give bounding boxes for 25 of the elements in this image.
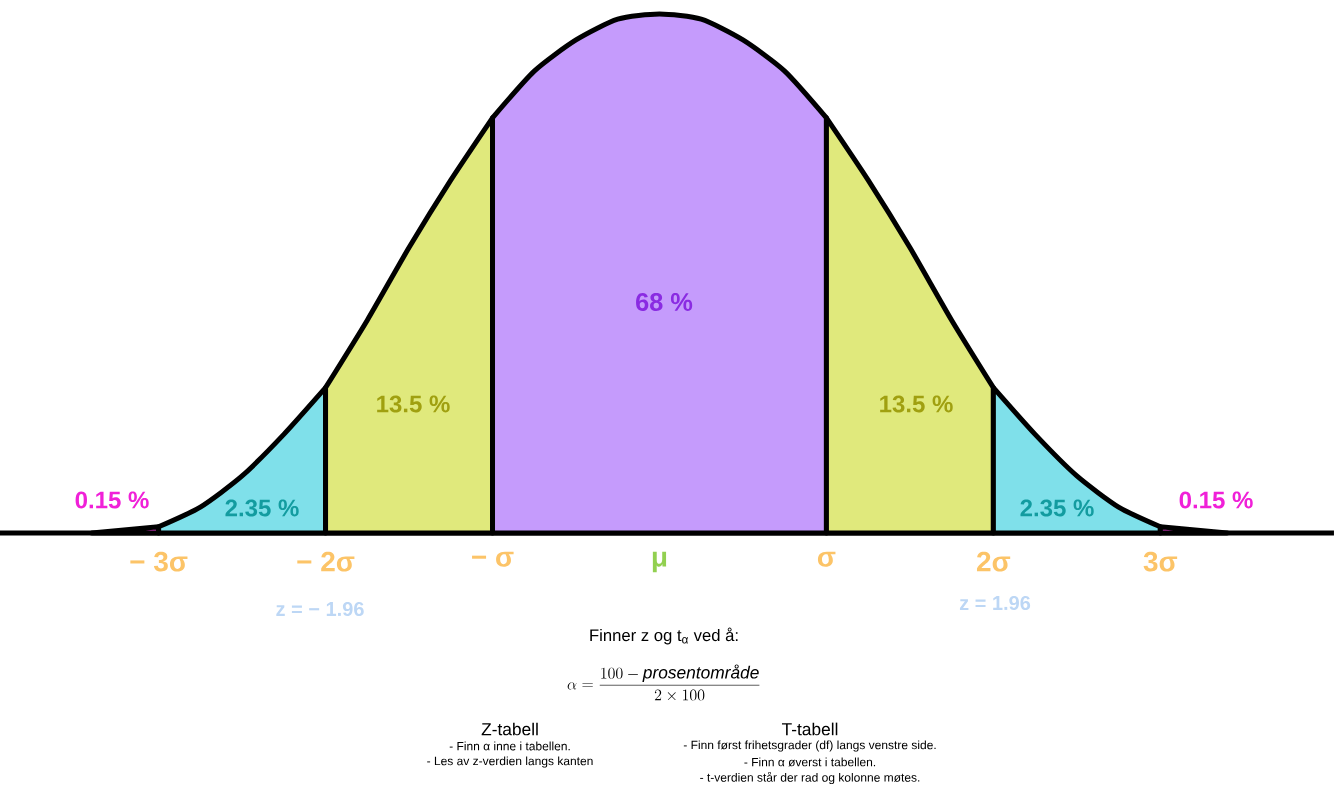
- annotation: 0.15 %: [1179, 491, 1253, 509]
- x-tick-label: 2σ: [976, 551, 1011, 572]
- text: - Finn α inne i tabellen.: [449, 741, 570, 751]
- text: - t-verdien står der rad og kolonne møtes.: [700, 771, 920, 785]
- annotation: 13.5 %: [377, 395, 450, 413]
- text: $\alpha = \frac{100 - \textit{prosentområde}}{2 \times 100}$: [567, 664, 760, 701]
- x-tick-label: − 2σ: [297, 551, 355, 572]
- x-tick-label: 3σ: [1143, 551, 1178, 572]
- text: T-tabell: [781, 722, 838, 736]
- text: z = − 1.96: [276, 601, 364, 617]
- text: z = 1.96: [959, 595, 1031, 611]
- x-tick-label: μ: [652, 551, 667, 573]
- annotation: 2.35 %: [1020, 499, 1094, 517]
- text: - Les av z-verdien langs kanten: [427, 756, 593, 768]
- text: Z-tabell: [481, 722, 538, 736]
- x-tick-label: − 3σ: [130, 551, 188, 572]
- annotation: 68 %: [636, 293, 693, 311]
- annotation: 0.15 %: [75, 491, 149, 509]
- text: - Finn α øverst i tabellen.: [744, 757, 876, 767]
- x-tick-label: − σ: [472, 551, 514, 567]
- text: Finner z og t$_{α}$ ved å:: [590, 627, 738, 645]
- x-tick-label: σ: [817, 551, 836, 567]
- annotation: 2.35 %: [225, 499, 299, 517]
- annotation: 13.5 %: [880, 395, 953, 413]
- text: - Finn først frihetsgrader (df) langs venstre side.: [683, 740, 936, 752]
